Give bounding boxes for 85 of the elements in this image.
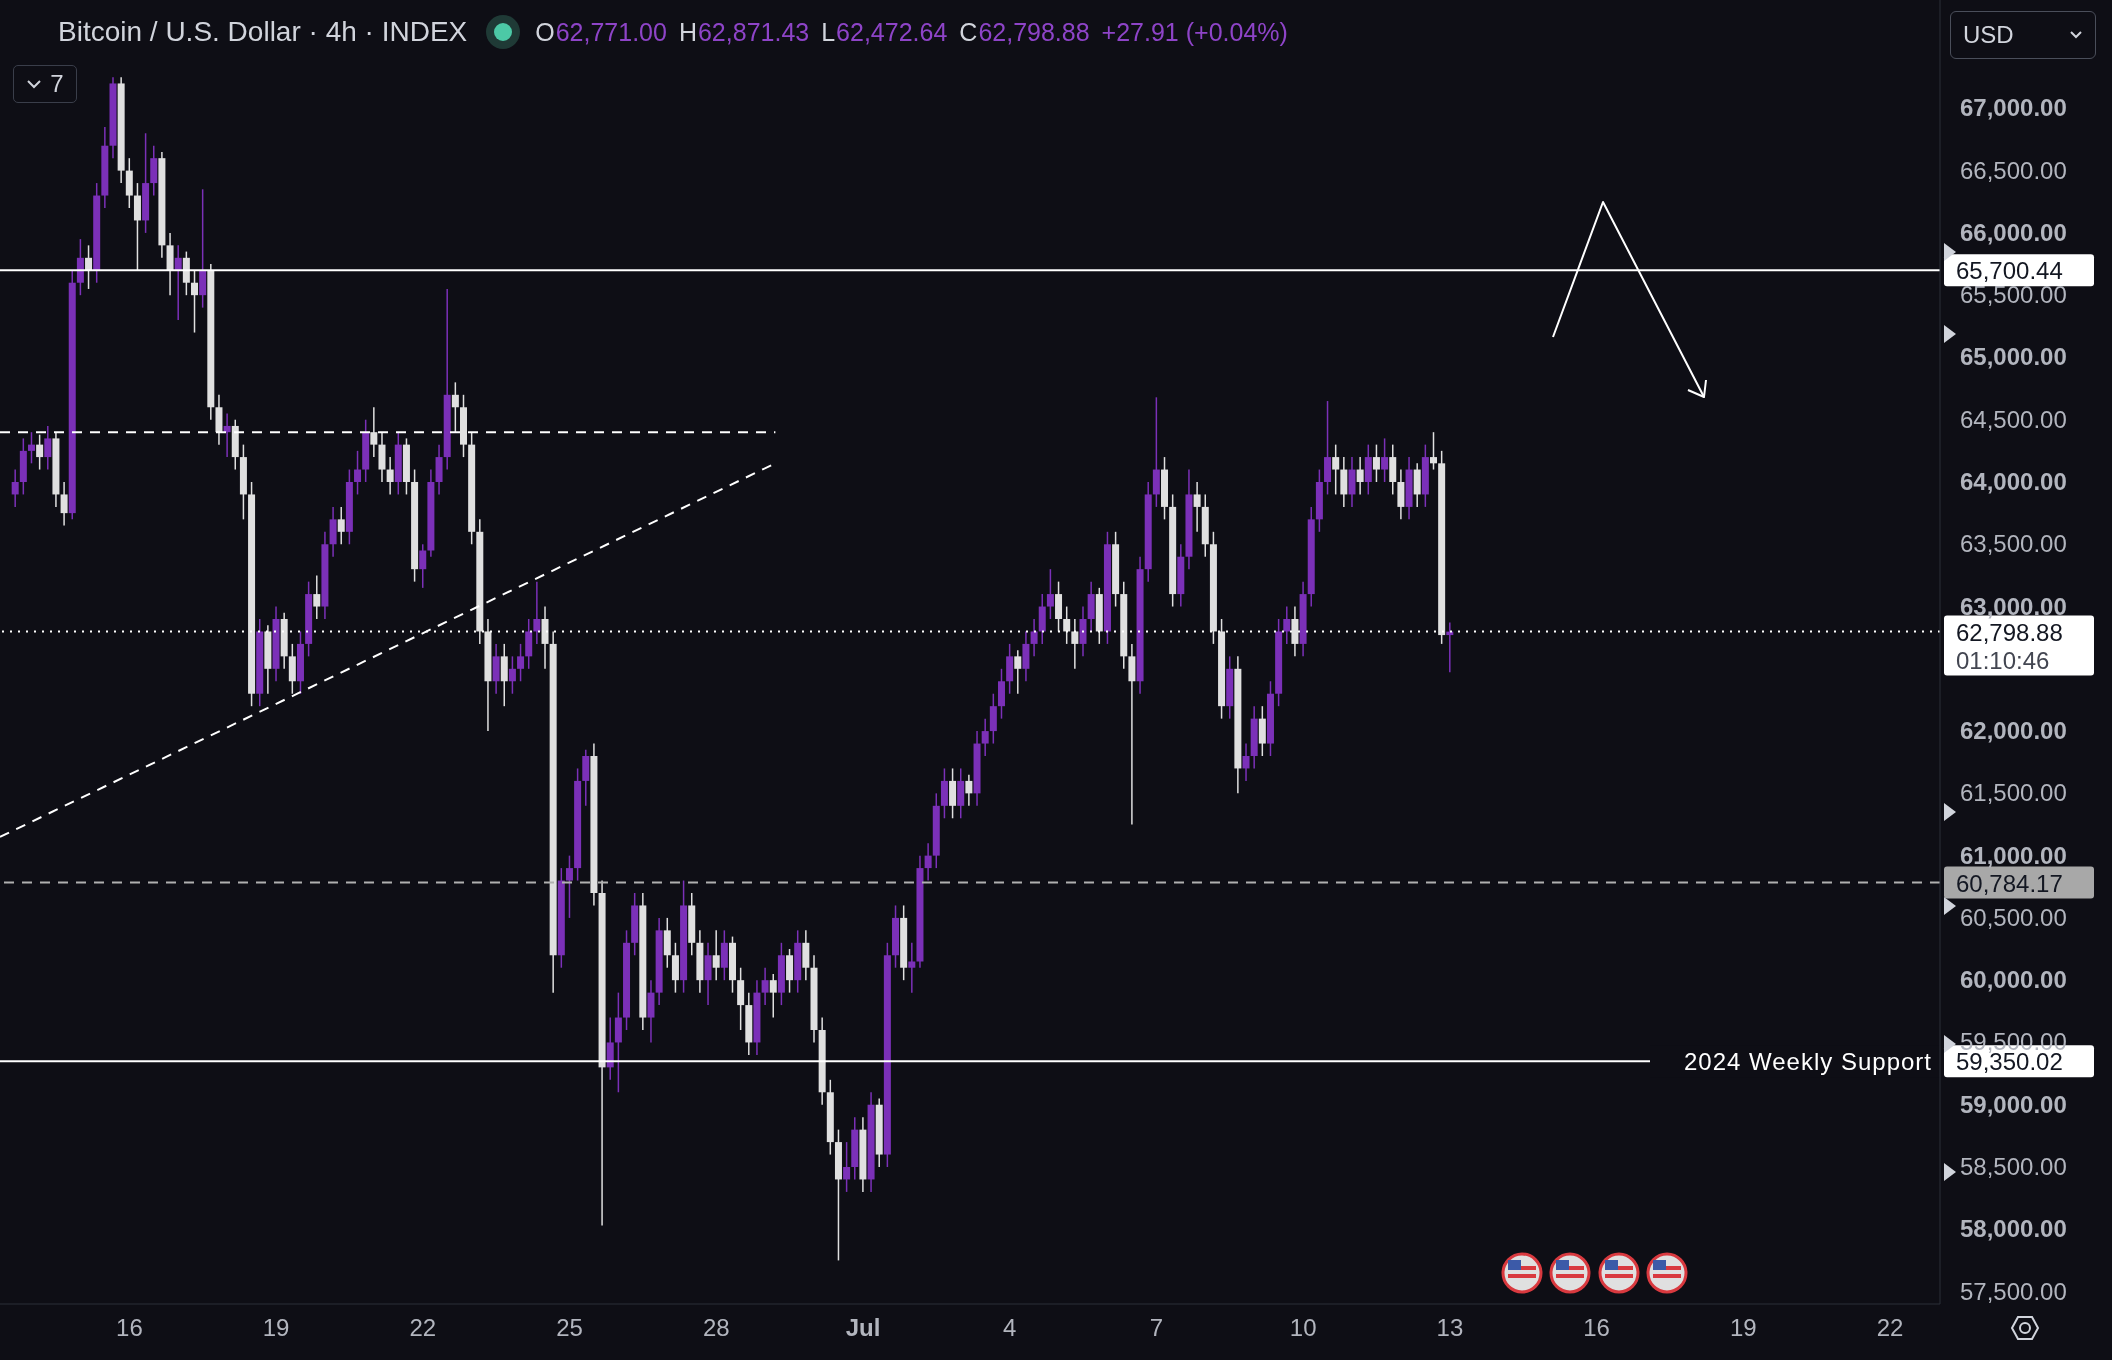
- candlestick: [337, 506, 345, 546]
- candlestick: [1430, 431, 1437, 471]
- x-tick-label: 19: [262, 1314, 290, 1341]
- y-tick-label: 62,000.00: [1960, 717, 2067, 745]
- annotation: H: [678, 17, 697, 46]
- candlestick: [1372, 443, 1380, 483]
- candlestick: [354, 450, 362, 496]
- candlestick: [1063, 605, 1071, 645]
- candlestick: [769, 973, 777, 1019]
- y-tick-label: 66,000.00: [1960, 218, 2067, 246]
- y-tick-label: 60,500.00: [1960, 903, 2067, 931]
- text: Bitcoin / U.S. Dollar · 4h · INDEX: [58, 16, 468, 48]
- candlestick: [1014, 649, 1022, 695]
- y-tick-label: 58,500.00: [1960, 1153, 2067, 1180]
- candlestick: [1332, 443, 1340, 496]
- x-tick-label: 22: [1876, 1314, 1904, 1341]
- text: 01:10:46: [1956, 646, 2050, 674]
- y-tick-label: 64,500.00: [1960, 405, 2067, 433]
- candlestick: [370, 406, 378, 458]
- annotation: 62,871.43: [697, 17, 810, 46]
- x-tick-label: 28: [702, 1314, 730, 1341]
- y-tick-label: 67,000.00: [1960, 94, 2067, 122]
- candlestick: [419, 543, 427, 589]
- ref-line-label: 60,784.17: [1956, 869, 2063, 897]
- candlestick: [313, 574, 321, 620]
- x-tick-label: 13: [1436, 1314, 1464, 1341]
- candlestick: [565, 854, 573, 919]
- candlestick: [1071, 618, 1079, 670]
- candlestick: [451, 381, 459, 433]
- candlestick: [965, 773, 973, 807]
- x-tick-label: 16: [116, 1314, 143, 1341]
- annotation: 62,771.00: [555, 17, 667, 46]
- candlestick: [712, 929, 720, 981]
- candlestick: [60, 481, 68, 527]
- ref-line-label: 62,798.88: [1956, 618, 2063, 646]
- x-tick-label: 10: [1289, 1314, 1317, 1341]
- candlestick: [1356, 456, 1364, 496]
- annotation: +27.91 (+0.04%): [1101, 17, 1288, 46]
- x-tick-label: 7: [1149, 1314, 1164, 1341]
- x-tick-label: 19: [1730, 1314, 1757, 1341]
- candlestick: [508, 655, 516, 695]
- y-tick-label: 61,000.00: [1960, 841, 2067, 869]
- candlestick: [1283, 605, 1291, 645]
- candlestick: [761, 966, 769, 1006]
- candlestick: [908, 942, 916, 994]
- y-tick-label: 61,500.00: [1960, 779, 2067, 807]
- x-tick-label: 4: [1003, 1314, 1017, 1341]
- candlestick: [223, 412, 231, 458]
- y-tick-label: 60,000.00: [1960, 966, 2067, 994]
- candlestick: [517, 643, 525, 683]
- annotation: C: [959, 17, 978, 46]
- candlestick: [1242, 742, 1250, 782]
- candlestick: [44, 425, 52, 471]
- x-tick-label: 25: [556, 1314, 583, 1341]
- candlestick: [386, 456, 394, 496]
- candlestick: [191, 269, 199, 334]
- candlestick: [1046, 568, 1054, 620]
- y-tick-label: 66,500.00: [1960, 156, 2067, 184]
- candlestick: [1193, 481, 1201, 533]
- candlestick: [924, 842, 932, 882]
- x-tick-label: 16: [1583, 1314, 1610, 1341]
- x-tick-label: 22: [409, 1314, 437, 1341]
- y-tick-label: 59,000.00: [1960, 1090, 2067, 1118]
- y-tick-label: 65,000.00: [1960, 343, 2067, 371]
- candlestick: [36, 433, 44, 471]
- annotation: 62,798.88: [978, 17, 1090, 46]
- annotation: O: [535, 17, 555, 46]
- candlestick: [981, 717, 989, 757]
- candlestick: [533, 580, 541, 645]
- candlestick: [1030, 618, 1038, 658]
- candlestick: [11, 468, 19, 508]
- candlestick: [843, 1141, 851, 1193]
- y-tick-label: 64,000.00: [1960, 467, 2067, 495]
- y-tick-label: 58,000.00: [1960, 1215, 2067, 1243]
- candlestick: [1381, 437, 1389, 483]
- annotation: 2024 Weekly Support: [1683, 1048, 1932, 1076]
- text: USD: [1963, 21, 2014, 49]
- candlestick: [27, 431, 35, 465]
- x-tick-label: Jul: [845, 1314, 881, 1341]
- y-tick-label: 57,500.00: [1960, 1277, 2067, 1305]
- y-tick-label: 63,000.00: [1960, 592, 2067, 620]
- annotation: L: [821, 17, 836, 46]
- annotation: 62,472.64: [836, 17, 948, 46]
- annotation: 7: [50, 70, 64, 98]
- y-tick-label: 63,500.00: [1960, 530, 2067, 558]
